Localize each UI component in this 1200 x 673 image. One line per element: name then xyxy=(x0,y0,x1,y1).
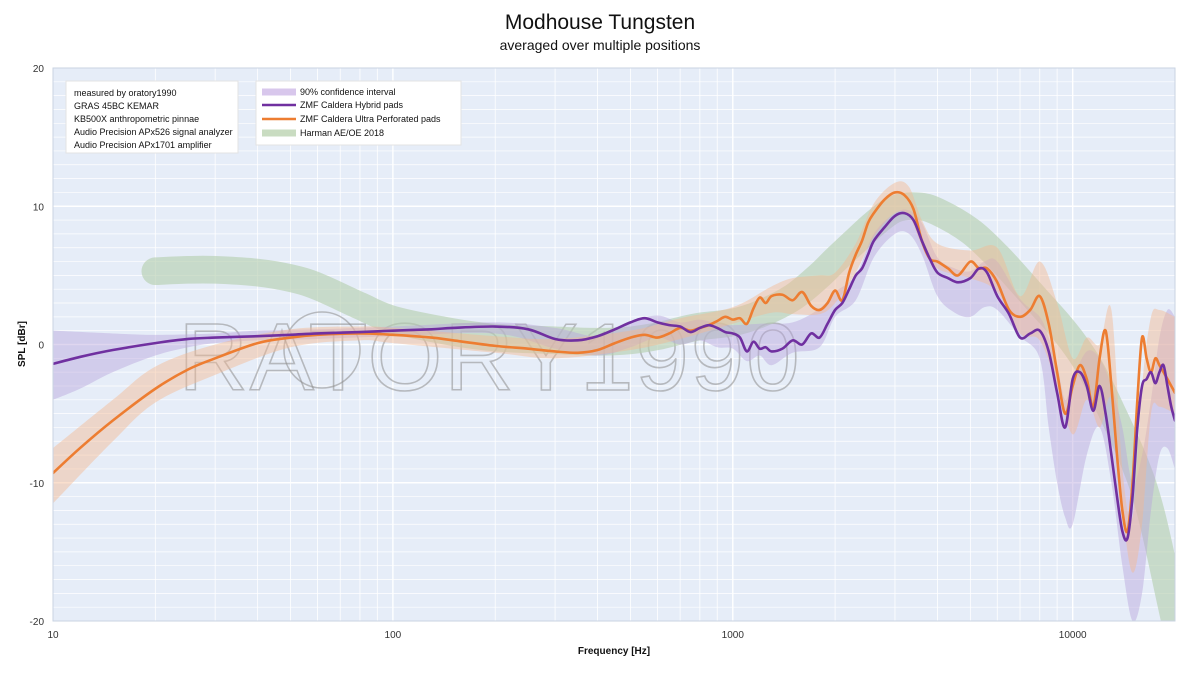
x-axis-ticks: 10 100 1000 10000 xyxy=(47,630,1087,641)
note-line: Audio Precision APx526 signal analyzer xyxy=(74,127,233,137)
chart-title: Modhouse Tungsten xyxy=(505,11,695,34)
series-layer xyxy=(53,181,1175,621)
legend-label: ZMF Caldera Hybrid pads xyxy=(300,100,404,110)
legend-label: Harman AE/OE 2018 xyxy=(300,128,384,138)
x-tick-label: 10 xyxy=(47,630,59,641)
curve-hybrid-pads xyxy=(53,211,1175,542)
note-line: GRAS 45BC KEMAR xyxy=(74,101,160,111)
note-line: measured by oratory1990 xyxy=(74,88,177,98)
note-line: Audio Precision APx1701 amplifier xyxy=(74,140,212,150)
x-tick-label: 10000 xyxy=(1059,630,1087,641)
y-tick-label: 20 xyxy=(33,64,45,75)
plot-border xyxy=(52,67,1176,622)
curve-ultra-perforated-pads xyxy=(53,190,1175,534)
legend: 90% confidence interval ZMF Caldera Hybr… xyxy=(255,80,462,146)
measurement-notes-box: measured by oratory1990 GRAS 45BC KEMAR … xyxy=(65,80,239,154)
legend-label: ZMF Caldera Ultra Perforated pads xyxy=(300,114,441,124)
x-axis-label: Frequency [Hz] xyxy=(578,646,650,657)
y-tick-label: 10 xyxy=(33,202,45,213)
x-tick-label: 100 xyxy=(385,630,402,641)
y-axis-ticks: 20 10 0 -10 -20 xyxy=(30,64,45,628)
chart-subtitle: averaged over multiple positions xyxy=(500,37,701,53)
y-tick-label: -20 xyxy=(30,617,45,628)
x-tick-label: 1000 xyxy=(722,630,745,641)
y-tick-label: 0 xyxy=(38,341,44,352)
watermark-logo-ring xyxy=(283,311,361,389)
notes-box-background xyxy=(65,80,239,154)
legend-label: 90% confidence interval xyxy=(300,87,396,97)
y-axis-label: SPL [dBr] xyxy=(17,321,28,367)
note-line: KB500X anthropometric pinnae xyxy=(74,114,199,124)
y-tick-label: -10 xyxy=(30,479,45,490)
